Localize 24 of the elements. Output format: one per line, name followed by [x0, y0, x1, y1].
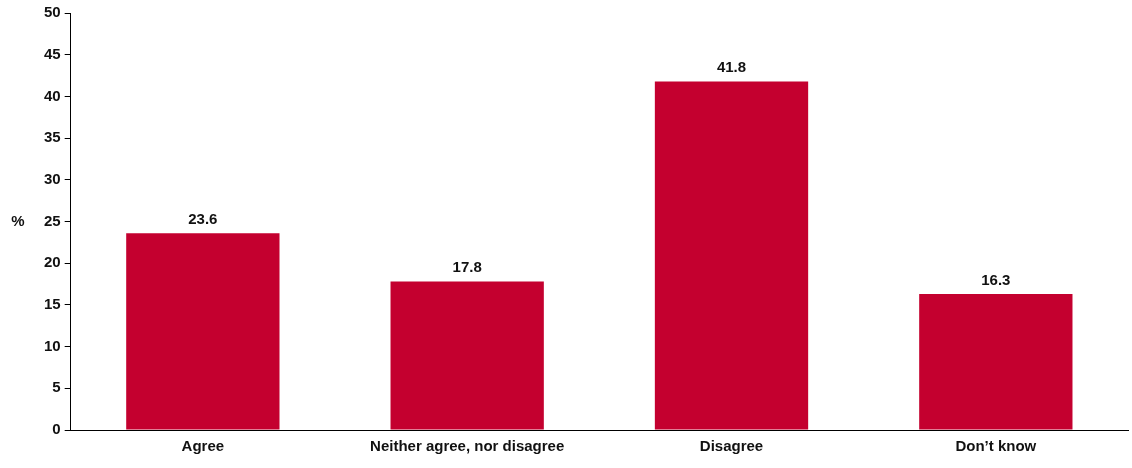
y-tick-label: 0 — [52, 420, 61, 438]
y-tick-label: 40 — [44, 86, 61, 104]
y-tick-label: 5 — [52, 378, 61, 396]
x-tick-label: Disagree — [699, 437, 764, 455]
y-tick-label: 20 — [44, 253, 61, 271]
bar — [919, 294, 1073, 430]
y-tick-label: 15 — [44, 295, 61, 313]
x-tick-label: Agree — [181, 437, 225, 455]
y-tick-label: 25 — [44, 211, 61, 229]
bar — [390, 281, 544, 430]
y-tick-label: 35 — [44, 128, 61, 146]
y-tick-label: 10 — [44, 336, 61, 354]
y-tick-label: 45 — [44, 44, 61, 62]
y-tick-label: 30 — [44, 169, 61, 187]
y-tick-label: 50 — [44, 3, 61, 21]
bar — [126, 233, 280, 430]
data-label: 17.8 — [452, 258, 482, 276]
data-label: 16.3 — [981, 270, 1011, 288]
x-tick-label: Don’t know — [955, 437, 1037, 455]
data-label: 23.6 — [188, 209, 218, 227]
y-axis-title: % — [11, 211, 25, 229]
bar — [654, 81, 809, 430]
x-tick-label: Neither agree, nor disagree — [370, 437, 565, 455]
data-label: 41.8 — [716, 58, 747, 76]
